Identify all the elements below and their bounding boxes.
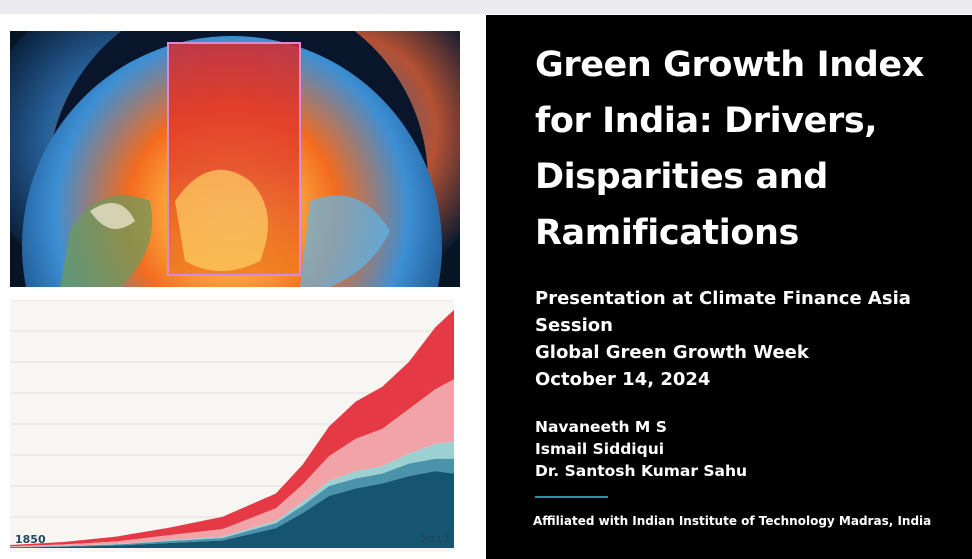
title-line-3: Disparities and bbox=[535, 157, 828, 197]
author-3: Dr. Santosh Kumar Sahu bbox=[535, 462, 748, 480]
title-slide: Green Growth Index for India: Drivers, D… bbox=[486, 15, 972, 559]
x-tick-end: 2017 bbox=[419, 533, 450, 546]
chart-canvas bbox=[10, 300, 454, 548]
session-line-1: Presentation at Climate Finance Asia bbox=[535, 288, 911, 309]
author-list: Navaneeth M S Ismail Siddiqui Dr. Santos… bbox=[535, 416, 747, 482]
title-line-2: for India: Drivers, bbox=[535, 101, 878, 141]
session-line-3: Global Green Growth Week bbox=[535, 342, 809, 363]
session-line-4: October 14, 2024 bbox=[535, 369, 711, 390]
area-series-layer-1 bbox=[10, 471, 454, 548]
area-series-layer-4 bbox=[10, 379, 454, 548]
area-series-layer-5 bbox=[10, 309, 454, 547]
emissions-area-chart: 1850 2017 bbox=[10, 300, 454, 552]
session-info: Presentation at Climate Finance Asia Ses… bbox=[535, 285, 955, 393]
affiliation: Affiliated with Indian Institute of Tech… bbox=[533, 514, 932, 528]
area-series-layer-2 bbox=[10, 458, 454, 548]
author-1: Navaneeth M S bbox=[535, 418, 667, 436]
session-line-2: Session bbox=[535, 315, 613, 336]
accent-divider bbox=[535, 496, 608, 498]
x-tick-start: 1850 bbox=[15, 533, 46, 546]
title-line-1: Green Growth Index bbox=[535, 45, 924, 85]
earth-illustration bbox=[10, 31, 460, 287]
author-2: Ismail Siddiqui bbox=[535, 440, 665, 458]
title-line-4: Ramifications bbox=[535, 213, 799, 253]
window-top-strip bbox=[0, 0, 972, 14]
presentation-title: Green Growth Index for India: Drivers, D… bbox=[535, 37, 945, 261]
